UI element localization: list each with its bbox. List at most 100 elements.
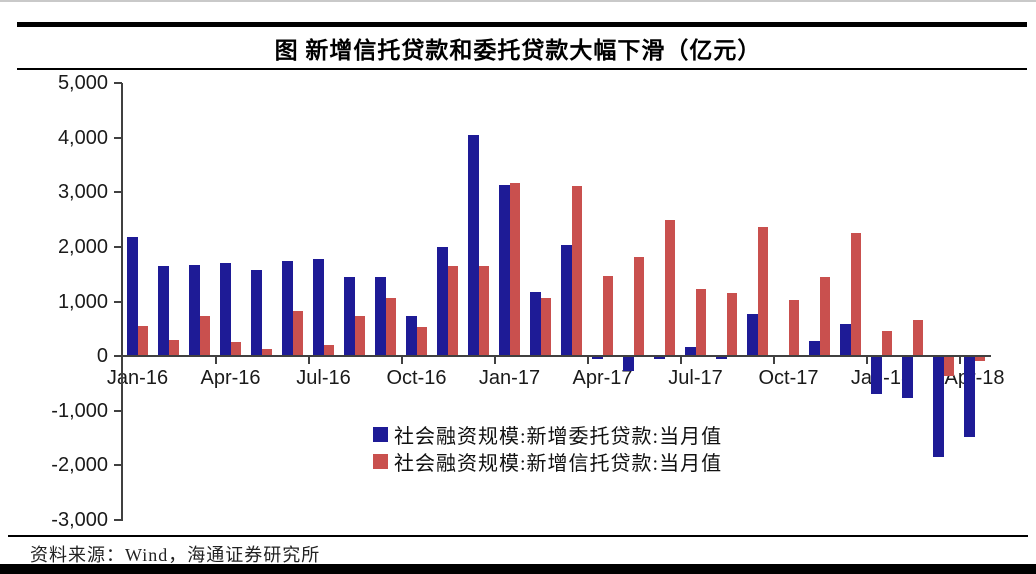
bar-xintuo-Sep-16 bbox=[385, 297, 396, 356]
y-axis-label--1,000: -1,000 bbox=[51, 399, 108, 422]
bar-weituo-Aug-17 bbox=[716, 356, 727, 359]
bar-weituo-Apr-17 bbox=[592, 356, 603, 359]
y-axis-tick bbox=[114, 82, 122, 84]
y-axis-tick bbox=[114, 409, 122, 412]
bar-xintuo-Aug-16 bbox=[354, 316, 365, 356]
bar-chart-plot-area: Jan-16 Apr-16 Jul-16 Oct-16 Jan-17 Apr-17 Jul-… bbox=[107, 83, 1014, 520]
bar-xintuo-Nov-16 bbox=[447, 266, 458, 356]
y-axis-tick bbox=[114, 355, 122, 358]
bar-weituo-Dec-17 bbox=[840, 324, 851, 356]
bar-xintuo-Jun-17 bbox=[664, 219, 675, 356]
bar-weituo-Apr-16 bbox=[220, 263, 231, 356]
y-axis-label-4,000: 4,000 bbox=[57, 126, 108, 149]
x-axis-tick bbox=[680, 356, 682, 364]
bar-weituo-Oct-16 bbox=[406, 316, 417, 356]
legend-item-entrusted-loans: 社会融资规模:新增委托贷款:当月值 bbox=[373, 421, 722, 448]
bar-xintuo-Mar-17 bbox=[571, 186, 582, 356]
bar-xintuo-Oct-16 bbox=[416, 327, 427, 356]
chart-legend: 社会融资规模:新增委托贷款:当月值 社会融资规模:新增信托贷款:当月值 bbox=[373, 421, 722, 475]
bar-weituo-Jan-16 bbox=[127, 237, 138, 356]
bar-weituo-Mar-18 bbox=[933, 356, 944, 458]
legend-label: 社会融资规模:新增委托贷款:当月值 bbox=[394, 426, 723, 448]
x-axis-tick bbox=[866, 356, 868, 364]
bar-weituo-May-17 bbox=[623, 356, 634, 372]
legend-item-trust-loans: 社会融资规模:新增信托贷款:当月值 bbox=[373, 448, 722, 475]
footer-rule bbox=[8, 535, 1028, 537]
bar-xintuo-Dec-16 bbox=[478, 266, 489, 356]
bar-weituo-Sep-17 bbox=[747, 314, 758, 356]
bar-weituo-Jun-16 bbox=[282, 261, 293, 356]
bar-xintuo-Sep-17 bbox=[757, 226, 768, 356]
x-axis-label-Jul-17: Jul-17 bbox=[668, 367, 723, 389]
y-axis-label-0: 0 bbox=[96, 345, 108, 368]
bar-weituo-Mar-17 bbox=[561, 244, 572, 356]
bar-xintuo-Oct-17 bbox=[788, 300, 799, 356]
y-axis-label-3,000: 3,000 bbox=[57, 181, 108, 204]
x-axis-label-Jan-17: Jan-17 bbox=[478, 367, 541, 389]
bar-xintuo-Apr-16 bbox=[230, 341, 241, 356]
y-axis-tick bbox=[114, 464, 122, 467]
bar-xintuo-Jun-16 bbox=[292, 311, 303, 356]
bar-xintuo-Feb-17 bbox=[540, 298, 551, 356]
x-axis-label-Apr-17: Apr-17 bbox=[572, 367, 633, 389]
bar-weituo-Jul-17 bbox=[685, 347, 696, 356]
bar-weituo-Aug-16 bbox=[344, 277, 355, 356]
x-axis-tick bbox=[308, 356, 310, 364]
y-axis-label--2,000: -2,000 bbox=[51, 454, 108, 477]
bar-weituo-Feb-18 bbox=[902, 356, 913, 398]
bar-xintuo-Nov-17 bbox=[819, 277, 830, 356]
bar-weituo-Jan-17 bbox=[499, 185, 510, 356]
bar-xintuo-May-16 bbox=[261, 349, 272, 356]
y-axis-tick bbox=[114, 136, 122, 139]
x-axis-tick bbox=[215, 356, 217, 364]
bar-xintuo-Feb-16 bbox=[168, 340, 179, 356]
bar-xintuo-Mar-16 bbox=[199, 316, 210, 356]
bar-xintuo-Jul-16 bbox=[323, 344, 334, 356]
bar-weituo-Feb-17 bbox=[530, 292, 541, 356]
x-axis-label-Apr-18: Apr-18 bbox=[944, 367, 1005, 389]
x-axis-label-Jul-16: Jul-16 bbox=[296, 367, 351, 389]
title-rule-thin bbox=[17, 68, 1027, 70]
bar-weituo-Mar-16 bbox=[189, 265, 200, 356]
bar-xintuo-Dec-17 bbox=[850, 233, 861, 356]
x-axis-tick bbox=[494, 356, 496, 364]
x-axis-tick bbox=[959, 356, 961, 364]
title-rule-thick bbox=[17, 22, 1027, 27]
x-axis-tick bbox=[773, 356, 775, 364]
bar-weituo-Feb-16 bbox=[158, 265, 169, 356]
y-axis-tick bbox=[114, 300, 122, 303]
bar-weituo-Nov-17 bbox=[809, 341, 820, 356]
bar-xintuo-Feb-18 bbox=[912, 319, 923, 356]
bar-xintuo-Mar-18 bbox=[943, 356, 954, 376]
legend-swatch-red bbox=[373, 454, 388, 469]
x-axis-label-Apr-16: Apr-16 bbox=[200, 367, 261, 389]
x-axis-label-Oct-16: Oct-16 bbox=[386, 367, 447, 389]
bar-xintuo-Jan-16 bbox=[137, 325, 148, 356]
bar-weituo-Dec-16 bbox=[468, 134, 479, 356]
x-axis-label-Jan-18: Jan-18 bbox=[850, 367, 913, 389]
chart-title: 图 新增信托贷款和委托贷款大幅下滑（亿元） bbox=[274, 38, 762, 63]
bar-weituo-Jul-16 bbox=[313, 259, 324, 356]
y-axis-tick bbox=[114, 245, 122, 248]
source-note: 资料来源：Wind，海通证券研究所 bbox=[30, 545, 321, 565]
x-axis-tick bbox=[401, 356, 403, 364]
bar-xintuo-Aug-17 bbox=[726, 293, 737, 356]
bar-weituo-Nov-16 bbox=[437, 246, 448, 356]
y-axis-label-1,000: 1,000 bbox=[57, 290, 108, 313]
y-axis-label-5,000: 5,000 bbox=[57, 72, 108, 94]
bar-weituo-May-16 bbox=[251, 270, 262, 356]
x-axis-tick bbox=[587, 356, 589, 364]
y-axis-tick bbox=[114, 191, 122, 194]
bar-xintuo-May-17 bbox=[633, 257, 644, 356]
bar-weituo-Apr-18 bbox=[964, 356, 975, 437]
bar-xintuo-Apr-17 bbox=[602, 275, 613, 356]
bar-xintuo-Apr-18 bbox=[974, 356, 985, 362]
x-axis-line bbox=[122, 355, 991, 357]
x-axis-label-Oct-17: Oct-17 bbox=[758, 367, 819, 389]
top-hairline bbox=[0, 0, 1036, 2]
y-axis-tick bbox=[114, 519, 122, 521]
x-axis-label-Jan-16: Jan-16 bbox=[106, 367, 169, 389]
legend-label: 社会融资规模:新增信托贷款:当月值 bbox=[394, 453, 723, 475]
bottom-black-bar bbox=[0, 564, 1036, 574]
